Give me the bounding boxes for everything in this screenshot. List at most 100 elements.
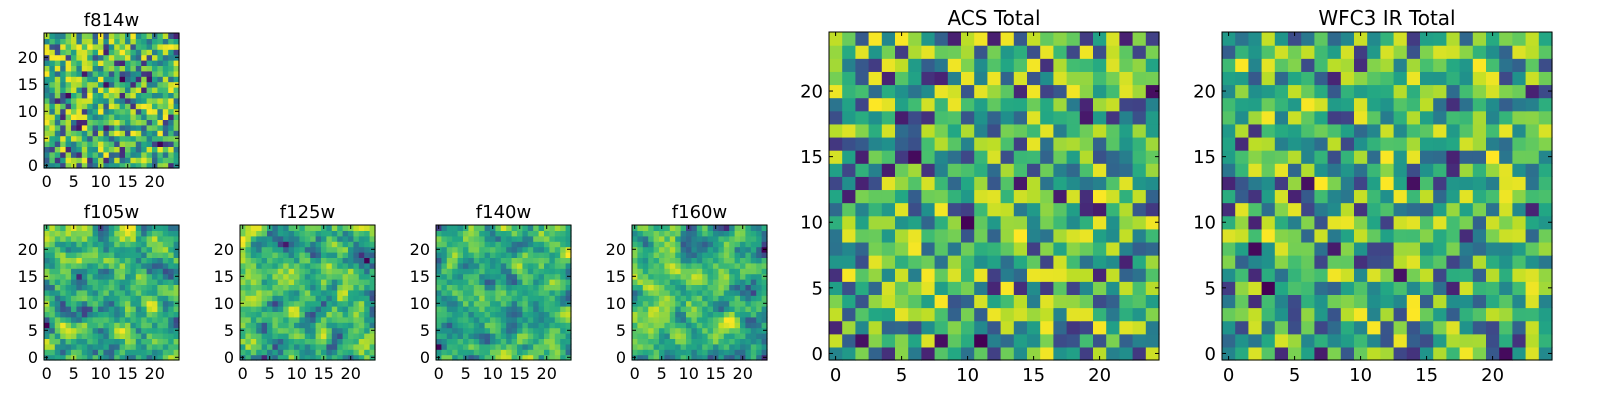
heatmap-cell bbox=[315, 289, 322, 296]
heatmap-cell bbox=[696, 279, 703, 285]
heatmap-cell bbox=[130, 322, 137, 329]
heatmap-cell bbox=[49, 246, 56, 253]
heatmap-cell bbox=[283, 235, 290, 242]
heatmap-cell bbox=[718, 235, 725, 242]
heatmap-cell bbox=[353, 246, 360, 253]
heatmap-cell bbox=[114, 65, 121, 72]
heatmap-cell bbox=[729, 343, 736, 350]
heatmap-cell bbox=[669, 327, 676, 334]
heatmap-cell bbox=[152, 279, 158, 285]
heatmap-cell bbox=[664, 343, 671, 350]
heatmap-cell bbox=[130, 279, 137, 285]
heatmap-cell bbox=[125, 146, 131, 153]
heatmap-cell bbox=[468, 333, 475, 339]
heatmap-cell bbox=[1235, 346, 1249, 361]
heatmap-cell bbox=[750, 343, 757, 350]
heatmap-cell bbox=[1013, 150, 1028, 164]
heatmap-cell bbox=[141, 306, 148, 312]
heatmap-cell bbox=[495, 241, 502, 248]
heatmap-cell bbox=[146, 87, 153, 93]
heatmap-cell bbox=[1261, 215, 1276, 230]
heatmap-cell bbox=[696, 241, 703, 248]
heatmap-cell bbox=[1525, 163, 1540, 177]
heatmap-cell bbox=[267, 279, 273, 285]
heatmap-cell bbox=[1013, 97, 1028, 112]
heatmap-cell bbox=[1538, 241, 1553, 256]
heatmap-cell bbox=[1367, 202, 1381, 217]
heatmap-cell bbox=[691, 262, 698, 269]
heatmap-cell bbox=[565, 289, 572, 296]
heatmap-cell bbox=[653, 338, 660, 345]
heatmap-cell bbox=[637, 262, 644, 269]
heatmap-cell bbox=[331, 311, 338, 318]
heatmap-cell bbox=[1367, 255, 1381, 269]
heatmap-cell bbox=[315, 306, 322, 312]
heatmap-cell bbox=[1106, 255, 1120, 269]
heatmap-cell bbox=[659, 289, 665, 296]
heatmap-cell bbox=[76, 300, 83, 307]
heatmap-cell bbox=[173, 38, 180, 45]
heatmap-cell bbox=[245, 343, 252, 350]
heatmap-cell bbox=[723, 252, 730, 258]
heatmap-cell bbox=[1288, 84, 1302, 99]
heatmap-cell bbox=[691, 246, 698, 253]
heatmap-cell bbox=[490, 241, 496, 248]
heatmap-cell bbox=[533, 279, 540, 285]
heatmap-cell bbox=[500, 316, 507, 323]
heatmap-cell bbox=[76, 33, 83, 39]
y-tick-label: 0 bbox=[812, 344, 823, 365]
heatmap-cell bbox=[299, 322, 306, 329]
heatmap-cell bbox=[65, 343, 72, 350]
heatmap-cell bbox=[250, 257, 257, 264]
heatmap-cell bbox=[261, 327, 268, 334]
heatmap-cell bbox=[240, 311, 246, 318]
heatmap-cell bbox=[87, 322, 94, 329]
heatmap-cell bbox=[146, 33, 153, 39]
heatmap-cell bbox=[44, 322, 50, 329]
heatmap-cell bbox=[135, 38, 142, 45]
heatmap-cell bbox=[92, 279, 99, 285]
heatmap-cell bbox=[713, 284, 719, 291]
heatmap-cell bbox=[490, 306, 496, 312]
heatmap-cell bbox=[250, 262, 257, 269]
heatmap-cell bbox=[1222, 255, 1236, 269]
heatmap-cell bbox=[517, 338, 523, 345]
heatmap-cell bbox=[103, 162, 110, 169]
heatmap-cell bbox=[331, 279, 338, 285]
heatmap-cell bbox=[1222, 333, 1236, 348]
heatmap-cell bbox=[157, 38, 164, 45]
heatmap-cell bbox=[500, 343, 507, 350]
heatmap-cell bbox=[829, 110, 843, 125]
heatmap-cell bbox=[108, 273, 115, 280]
heatmap-cell bbox=[272, 279, 279, 285]
heatmap-cell bbox=[696, 349, 703, 356]
heatmap-cell bbox=[81, 119, 88, 126]
heatmap-cell bbox=[1040, 97, 1054, 112]
heatmap-cell bbox=[168, 49, 175, 56]
heatmap-cell bbox=[157, 76, 164, 83]
heatmap-cell bbox=[168, 130, 175, 137]
heatmap-cell bbox=[1512, 320, 1527, 335]
heatmap-cell bbox=[1248, 241, 1263, 256]
heatmap-cell bbox=[1301, 136, 1315, 151]
heatmap-cell bbox=[1066, 110, 1081, 125]
heatmap-cell bbox=[87, 343, 94, 350]
heatmap-cell bbox=[974, 346, 988, 361]
heatmap-cell bbox=[256, 327, 263, 334]
heatmap-cell bbox=[173, 289, 180, 296]
heatmap-cell bbox=[691, 252, 698, 258]
heatmap-cell bbox=[549, 300, 556, 307]
heatmap-cell bbox=[842, 58, 856, 72]
heatmap-cell bbox=[1145, 32, 1160, 46]
heatmap-cell bbox=[342, 322, 349, 329]
heatmap-cell bbox=[500, 306, 507, 312]
heatmap-cell bbox=[54, 87, 61, 93]
heatmap-cell bbox=[527, 241, 534, 248]
heatmap-cell bbox=[734, 279, 741, 285]
heatmap-cell bbox=[146, 322, 153, 329]
heatmap-cell bbox=[1119, 176, 1134, 191]
heatmap-cell bbox=[310, 300, 317, 307]
heatmap-cell bbox=[1340, 320, 1355, 335]
heatmap-cell bbox=[1248, 281, 1263, 295]
heatmap-cell bbox=[348, 279, 354, 285]
